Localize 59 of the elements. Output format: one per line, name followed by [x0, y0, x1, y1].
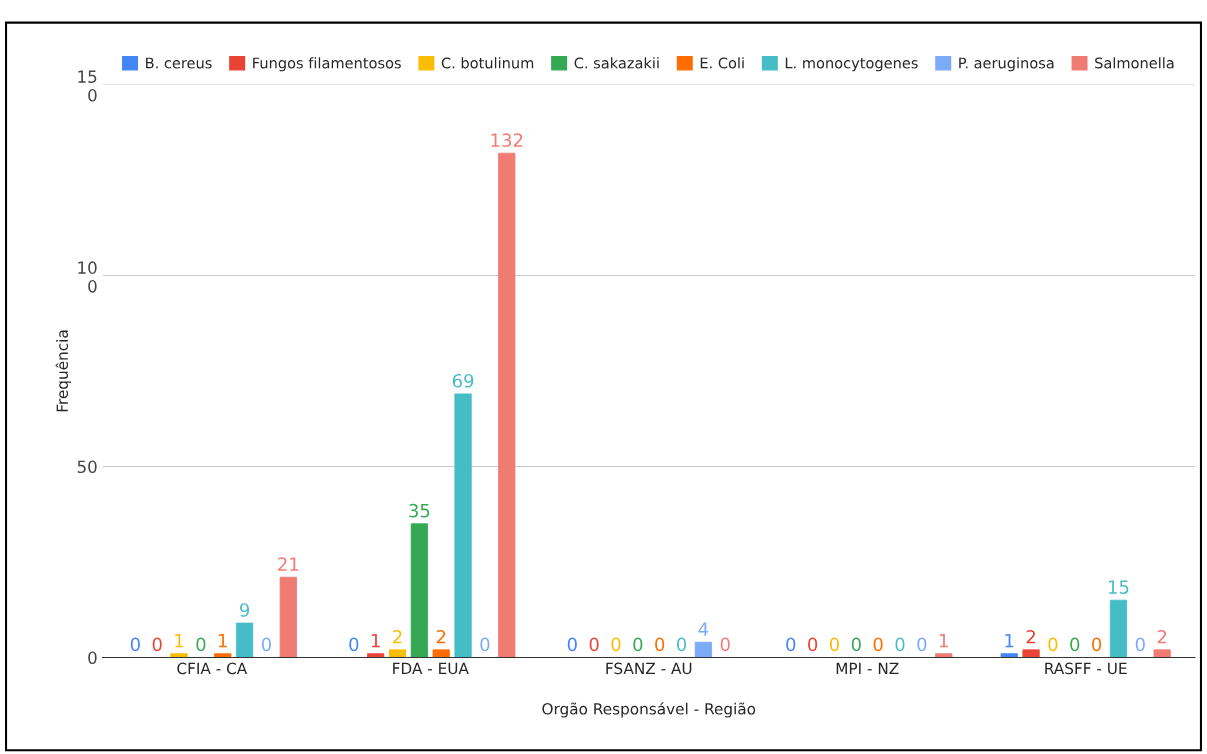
data-label: 0: [196, 637, 206, 652]
data-label: 0: [655, 637, 665, 652]
y-tick-label: 0: [88, 651, 97, 665]
data-label: 35: [409, 503, 430, 518]
x-tick-label: RASFF - UE: [1045, 662, 1127, 675]
data-label: 132: [491, 133, 523, 147]
data-label: 1: [939, 633, 948, 648]
x-tick-label: FDA - EUA: [393, 662, 469, 675]
data-label: 0: [851, 637, 861, 652]
x-tick-label: MPI - NZ: [836, 662, 899, 674]
legend-label: B. cereus: [146, 57, 212, 69]
data-label: 0: [895, 637, 905, 652]
legend-label: Fungos filamentosos: [253, 57, 401, 72]
y-tick-label: 15 0: [78, 70, 97, 102]
data-label: 0: [349, 637, 359, 652]
data-label: 0: [917, 637, 927, 652]
y-tick-label: 10 0: [78, 261, 97, 293]
data-label: 0: [829, 637, 839, 652]
data-label: 0: [130, 637, 140, 652]
legend-label: C. botulinum: [441, 57, 534, 69]
data-label: 1: [175, 633, 184, 648]
data-label: 2: [393, 629, 402, 644]
data-label: 0: [152, 637, 162, 652]
data-label: 0: [589, 637, 599, 652]
data-label: 15: [1108, 580, 1129, 594]
data-label: 0: [873, 637, 883, 652]
data-label: 0: [611, 637, 621, 652]
legend-label: L. monocytogenes: [785, 57, 918, 72]
data-label: 0: [1048, 637, 1058, 652]
x-tick-label: FSANZ - AU: [606, 662, 692, 675]
legend-label: C. sakazakii: [574, 57, 659, 69]
legend-label: Salmonella: [1095, 57, 1174, 69]
data-label: 0: [808, 637, 818, 652]
data-label: 0: [261, 637, 271, 652]
data-label: 0: [480, 637, 490, 652]
data-label: 0: [1135, 637, 1145, 652]
data-label: 0: [1070, 637, 1080, 652]
y-axis-title: Frequência: [55, 330, 71, 412]
data-label: 2: [1026, 629, 1036, 644]
data-label: 21: [278, 557, 299, 571]
data-label: 1: [218, 633, 227, 648]
data-label: 0: [567, 637, 577, 652]
data-label: 0: [786, 637, 796, 652]
data-label: 2: [1157, 629, 1167, 644]
data-label: 69: [452, 373, 474, 388]
data-label: 0: [720, 637, 730, 652]
data-label: 0: [633, 637, 643, 652]
x-tick-label: CFIA - CA: [177, 662, 248, 675]
data-label: 0: [1092, 637, 1102, 652]
data-label: 9: [239, 603, 250, 617]
data-label: 4: [698, 622, 709, 636]
legend-label: P. aeruginosa: [959, 57, 1054, 72]
data-label: 2: [436, 629, 446, 644]
y-tick-label: 50: [77, 460, 97, 474]
data-label: 1: [371, 633, 380, 648]
data-label: 1: [1005, 633, 1014, 648]
legend-label: E. Coli: [700, 57, 744, 69]
x-axis-title: Orgão Responsável - Região: [542, 702, 756, 718]
data-label: 0: [676, 637, 687, 652]
